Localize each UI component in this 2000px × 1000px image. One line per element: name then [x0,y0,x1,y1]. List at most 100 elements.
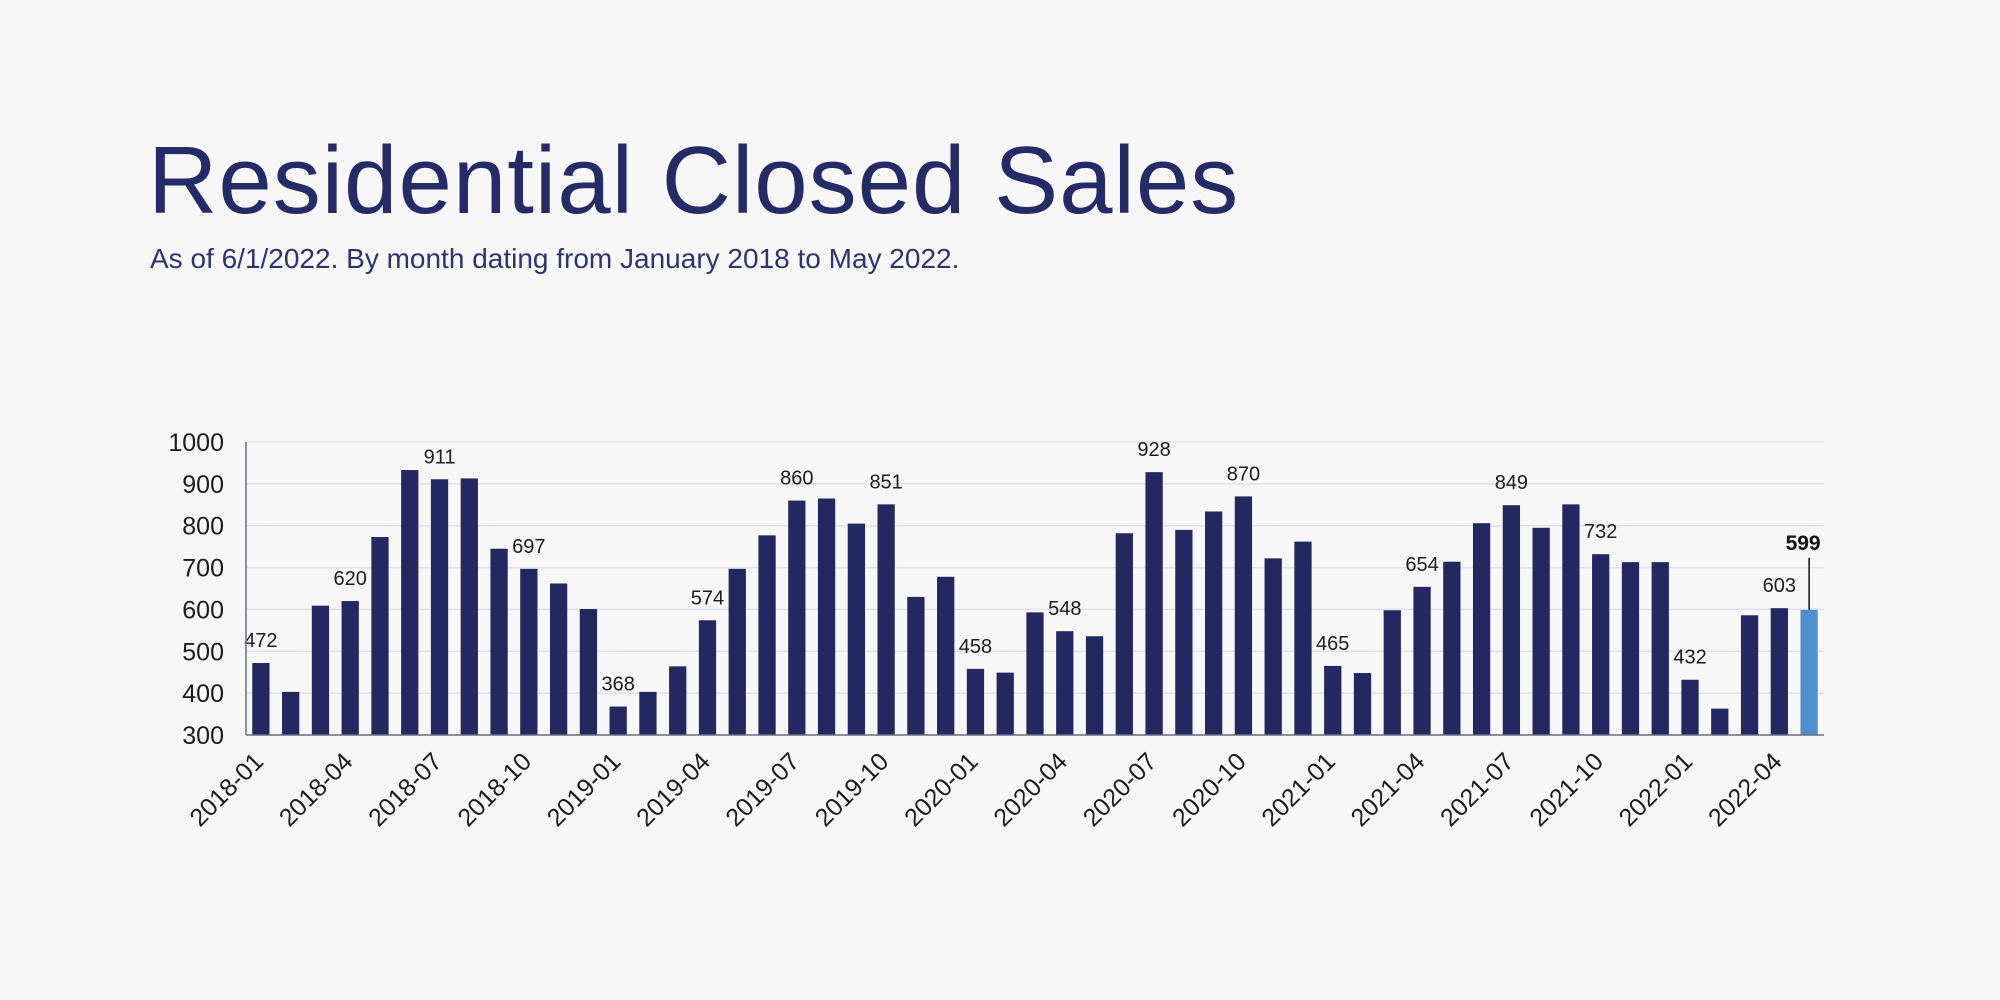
bar [1353,673,1372,735]
y-tick-label: 300 [182,722,224,750]
bar [401,470,419,735]
bar [1026,612,1044,735]
x-tick-label: 2020-10 [1167,747,1252,832]
bar [1502,505,1521,735]
bar [282,691,300,735]
bar [817,498,836,735]
data-label: 603 [1763,575,1796,597]
bar [639,691,657,735]
x-tick-label: 2019-01 [542,747,627,832]
x-tick-label: 2019-04 [631,747,716,832]
bar [1234,496,1253,735]
bar [1145,472,1163,735]
data-label: 911 [424,446,456,468]
bar [1085,636,1104,735]
y-tick-label: 800 [182,513,224,541]
bar [1324,665,1342,735]
y-tick-label: 900 [182,471,224,499]
bar [1711,708,1729,735]
y-tick-label: 400 [182,680,224,708]
data-label: 654 [1405,554,1438,576]
x-tick-label: 2021-10 [1524,747,1609,832]
data-label: 851 [869,471,902,493]
bar [788,500,806,735]
x-tick-label: 2018-04 [274,747,359,832]
y-tick-label: 600 [182,596,224,624]
bar [1175,529,1193,735]
bar [1681,679,1699,735]
bar [1592,554,1610,735]
bar [609,706,627,735]
x-tick-label: 2019-07 [720,747,805,832]
y-tick-label: 700 [182,555,224,583]
bar [1383,610,1401,735]
page-subtitle: As of 6/1/2022. By month dating from Jan… [150,243,960,274]
x-tick-label: 2018-01 [184,747,269,832]
data-label: 472 [244,630,277,652]
bar [847,523,865,735]
bar [1562,504,1580,735]
bar [937,576,955,735]
x-tick-label: 2021-07 [1435,747,1520,832]
bar [460,478,478,735]
bar [907,596,925,735]
bar [996,672,1014,735]
bar [252,663,270,735]
bar [877,504,895,735]
x-tick-label: 2020-04 [988,747,1073,832]
axes [245,442,1824,736]
x-tick-label: 2021-04 [1346,747,1431,832]
x-tick-label: 2020-01 [899,747,984,832]
bar [520,568,538,735]
bar [1770,608,1788,735]
bar-highlight [1800,609,1818,735]
y-tick-label: 500 [182,638,224,666]
data-label: 458 [959,636,992,658]
data-label: 620 [334,568,367,590]
y-tick-label: 1000 [168,429,224,457]
x-tick-label: 2020-07 [1078,747,1163,832]
bars [252,470,1818,735]
bar [1472,523,1491,735]
data-label: 368 [601,674,634,696]
data-label: 574 [691,587,724,609]
data-label: 697 [512,536,545,558]
bar [966,668,985,735]
bar [371,537,389,735]
x-tick-label: 2022-04 [1703,747,1788,832]
bar [1532,527,1550,735]
x-tick-label: 2018-10 [452,747,537,832]
x-tick-label: 2018-07 [363,747,448,832]
bar [579,609,598,735]
highlight-callout: 599 [1786,532,1821,610]
x-tick-label: 2021-01 [1256,747,1341,832]
data-labels: 472 620 911 697 368 574 860 851 458 548 928 870 465 6… [244,439,1796,695]
bar [311,605,330,735]
x-tick-label: 2019-10 [810,747,895,832]
x-tick-label: 2022-01 [1614,747,1699,832]
bar [698,620,717,735]
data-label: 548 [1048,598,1081,620]
bar [1264,558,1282,735]
page-title: Residential Closed Sales [148,127,1240,234]
bar [1056,631,1074,735]
data-label: 860 [780,468,813,490]
bar [1294,541,1312,735]
x-axis-ticks: 2018-01 2018-04 2018-07 2018-10 2019-01 2019-… [184,747,1787,832]
y-axis-ticks: 300 400 500 600 700 800 900 1000 [168,429,224,750]
bar [1621,562,1640,735]
data-label: 870 [1227,463,1260,485]
bar [1443,561,1461,735]
bar [669,666,687,735]
bar [490,548,508,735]
data-label: 849 [1495,472,1528,494]
data-label: 732 [1584,521,1617,543]
bar [1651,562,1669,735]
data-label: 928 [1137,439,1170,461]
highlight-label: 599 [1786,532,1821,555]
bar [1115,533,1133,735]
bar [758,535,776,735]
bar [430,479,449,735]
data-label: 465 [1316,633,1349,655]
